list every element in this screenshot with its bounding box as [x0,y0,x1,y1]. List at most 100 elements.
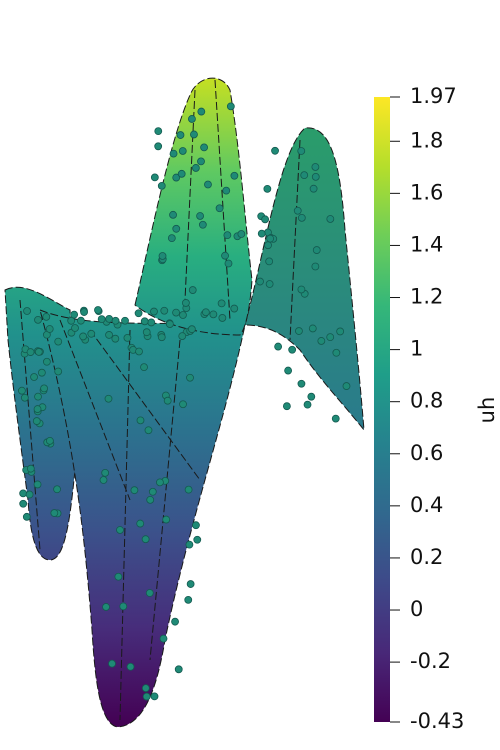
mesh-node [32,417,41,425]
mesh-node [145,589,154,597]
mesh-node [172,224,181,233]
mesh-node [172,308,180,317]
mesh-node [297,147,306,155]
mesh-node [198,220,207,229]
mesh-node [297,285,306,294]
mesh-node [150,307,158,316]
mesh-node [169,149,178,158]
mesh-node [300,171,309,180]
mesh-node [336,327,345,336]
mesh-node [169,210,177,219]
mesh-node [186,373,194,382]
mesh-node [256,277,264,286]
mesh-node [265,280,274,288]
mesh-node [326,215,335,223]
mesh-node [136,519,145,528]
mesh-node [311,163,320,171]
mesh-node [331,414,340,423]
mesh-node [179,400,187,409]
mesh-node [185,540,194,549]
mesh-node [19,489,28,498]
mesh-node [303,400,312,409]
tick-label: 1.4 [410,232,443,256]
mesh-node [307,392,316,401]
tick-label: 1 [410,337,423,361]
mesh-node [18,386,26,395]
mesh-node [237,230,246,238]
mesh-node [332,348,341,357]
mesh-node [218,314,227,322]
mesh-node [186,580,195,588]
mesh-node [190,130,198,139]
mesh-node [187,325,196,334]
mesh-node [178,332,187,340]
mesh-node [181,299,190,307]
mesh-node [23,307,31,315]
mesh-node [191,164,200,172]
mesh-node [172,173,181,182]
mesh-node [54,337,63,346]
mesh-node [311,262,320,271]
mesh-node [142,692,151,701]
mesh-node [136,416,145,425]
mesh-node [150,692,159,701]
mesh-node [177,169,186,178]
mesh-node [33,480,42,489]
mesh-node [50,509,59,517]
mesh-node [134,309,143,318]
mesh-node [257,229,266,238]
mesh-node [116,526,124,534]
mesh-node [204,180,212,189]
mesh-node [140,363,148,372]
mesh-node [40,384,49,393]
mesh-node [79,332,88,341]
mesh-node [209,310,218,319]
mesh-node [297,379,306,388]
mesh-node [53,485,61,494]
tick-label: -0.2 [410,649,451,673]
mesh-node [308,324,317,333]
tick-label: 1.2 [410,285,443,309]
mesh-node [165,320,174,328]
mesh-node [261,215,270,224]
tick-label: 0.6 [410,441,443,465]
mesh-node [140,317,149,326]
mesh-node [178,147,187,155]
mesh-node [101,468,110,477]
mesh-node [104,394,113,403]
mesh-node [311,172,320,181]
mesh-node [293,206,302,215]
mesh-node [197,157,205,166]
mesh-node [130,486,139,495]
mesh-node [192,521,200,530]
mesh-node [174,665,183,674]
mesh-node [297,213,306,222]
mesh-node [156,478,164,487]
mesh-node [176,131,185,139]
tick-label: 1.6 [410,180,443,204]
mesh-node [230,304,239,313]
mesh-node [37,368,46,377]
mesh-node [42,357,51,366]
mesh-node [266,234,275,243]
mesh-node [217,299,226,308]
mesh-node [67,316,76,325]
mesh-node [224,259,233,268]
mesh-node [215,204,224,213]
mesh-node [105,331,113,339]
mesh-node [284,366,293,375]
mesh-node [326,333,335,342]
mesh-node [71,324,79,332]
mesh-node [188,286,197,294]
mesh-node [30,373,38,381]
mesh-node [188,115,196,123]
mesh-node [184,485,193,494]
mesh-node [108,659,116,668]
mesh-node [20,393,29,402]
mesh-node [144,426,153,435]
mesh-nodes [18,102,351,701]
mesh-node [141,684,150,693]
mesh-node [97,315,106,324]
mesh-node [119,602,128,611]
